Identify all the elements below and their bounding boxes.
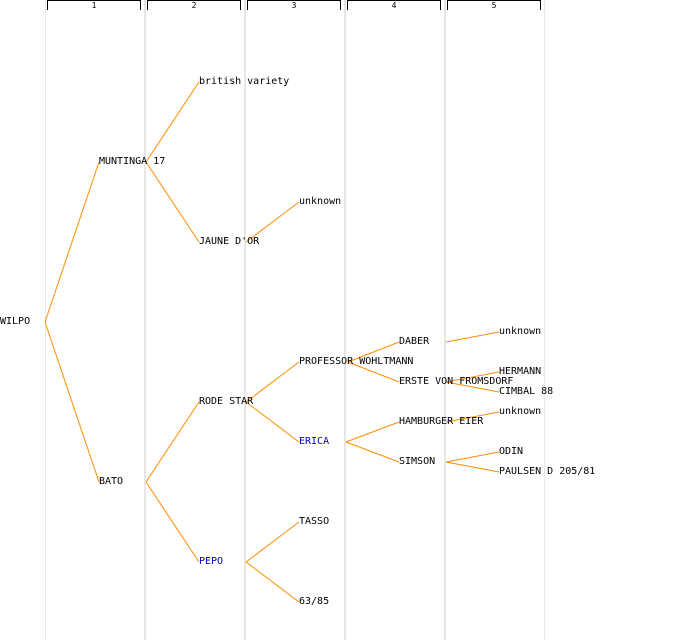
edge-erste-to-hermann xyxy=(445,371,500,383)
node-cimbal88: CIMBAL 88 xyxy=(499,386,554,397)
generation-column-2 xyxy=(145,0,245,640)
node-daber: DABER xyxy=(399,336,430,347)
edge-simson-to-odin xyxy=(445,451,500,463)
node-hermann: HERMANN xyxy=(499,366,542,377)
generation-column-5 xyxy=(445,0,545,640)
generation-column-4 xyxy=(345,0,445,640)
node-unknown3: unknown xyxy=(499,406,542,417)
node-erica[interactable]: ERICA xyxy=(299,436,330,447)
node-erste: ERSTE VON FROMSDORF xyxy=(399,376,514,387)
edge-hamburger-to-unknown3 xyxy=(445,411,500,423)
edge-muntinga17-to-british xyxy=(145,81,200,163)
node-odin: ODIN xyxy=(499,446,524,457)
node-wilpo: WILPO xyxy=(0,316,31,327)
column-header-bracket xyxy=(347,0,441,10)
edge-bato-to-rodestar xyxy=(145,401,200,483)
edge-erica-to-simson xyxy=(345,441,400,463)
column-header-bracket xyxy=(147,0,241,10)
edge-simson-to-paulsen xyxy=(445,461,500,473)
edge-bato-to-pepo xyxy=(145,481,200,563)
node-unknown2: unknown xyxy=(499,326,542,337)
edge-pepo-to-tasso xyxy=(245,521,300,563)
node-hamburger: HAMBURGER EIER xyxy=(399,416,484,427)
node-pepo[interactable]: PEPO xyxy=(199,556,224,567)
node-muntinga17: MUNTINGA 17 xyxy=(99,156,166,167)
node-paulsen: PAULSEN D 205/81 xyxy=(499,466,596,477)
edge-erica-to-hamburger xyxy=(345,421,400,443)
column-number: 2 xyxy=(191,1,197,10)
node-unknown1: unknown xyxy=(299,196,342,207)
column-number: 1 xyxy=(91,1,97,10)
edge-wilpo-to-bato xyxy=(44,321,100,483)
node-rodestar: RODE STAR xyxy=(199,396,254,407)
column-header-bracket xyxy=(247,0,341,10)
edge-rodestar-to-erica xyxy=(245,401,300,443)
column-number: 3 xyxy=(291,1,297,10)
node-british: british variety xyxy=(199,76,290,87)
node-wohltmann: PROFESSOR WOHLTMANN xyxy=(299,356,414,367)
edge-wilpo-to-muntinga17 xyxy=(44,161,100,323)
node-jaunedor: JAUNE D'OR xyxy=(199,236,260,247)
node-bato: BATO xyxy=(99,476,124,487)
edge-wohltmann-to-daber xyxy=(347,341,400,363)
edge-wohltmann-to-erste xyxy=(347,361,400,383)
column-number: 4 xyxy=(391,1,397,10)
edge-rodestar-to-wohltmann xyxy=(245,361,300,403)
edge-muntinga17-to-jaunedor xyxy=(145,161,200,243)
node-simson: SIMSON xyxy=(399,456,436,467)
edge-jaunedor-to-unknown1 xyxy=(245,201,300,243)
edge-erste-to-cimbal88 xyxy=(445,381,500,393)
column-header-bracket xyxy=(447,0,541,10)
node-tasso: TASSO xyxy=(299,516,330,527)
edge-daber-to-unknown2 xyxy=(445,331,500,343)
node-n6385: 63/85 xyxy=(299,596,330,607)
column-number: 5 xyxy=(491,1,497,10)
generation-column-3 xyxy=(245,0,345,640)
edge-pepo-to-n6385 xyxy=(245,561,300,603)
column-header-bracket xyxy=(47,0,141,10)
